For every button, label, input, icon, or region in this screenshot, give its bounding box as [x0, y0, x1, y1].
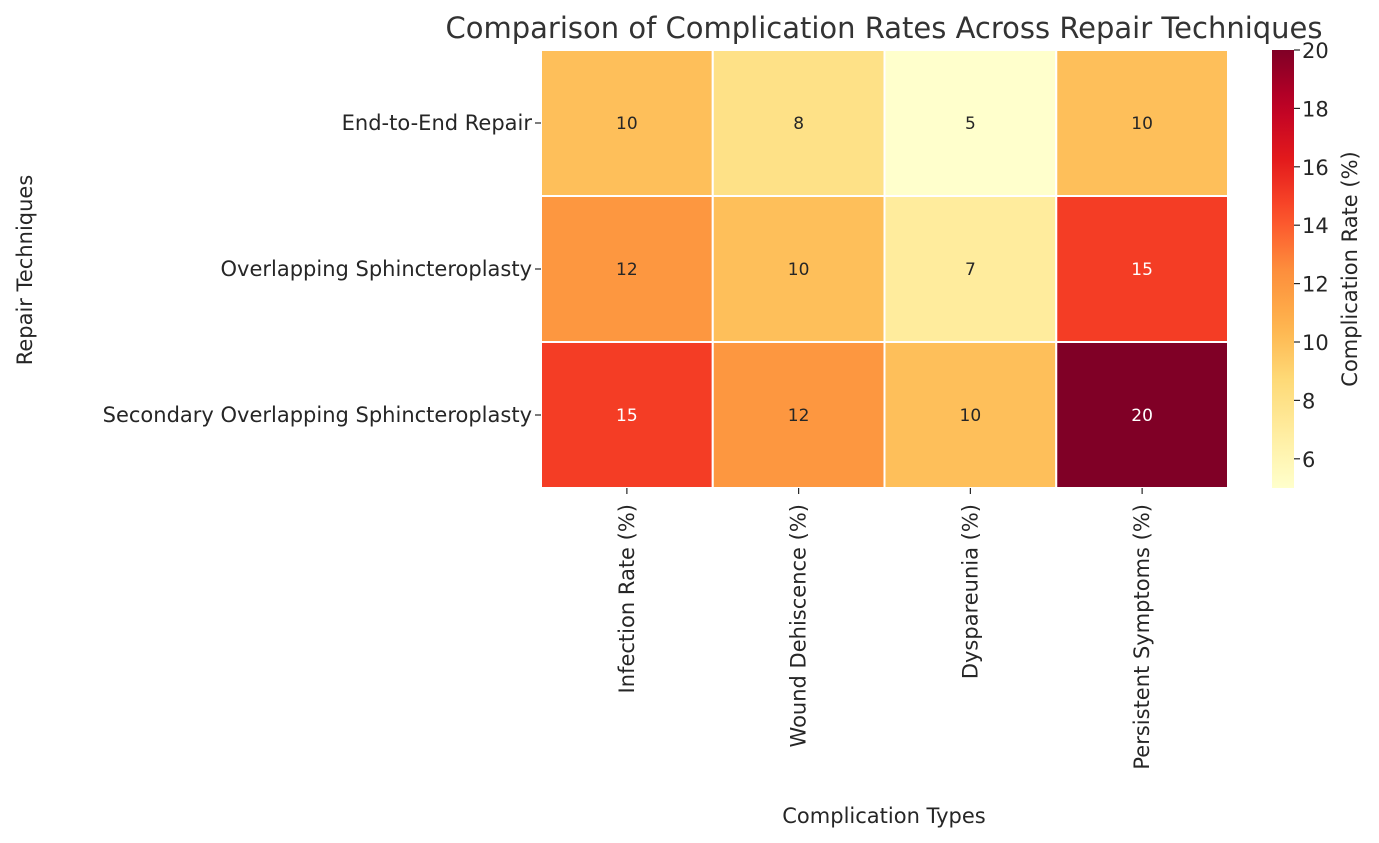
cell-value-label: 8 — [793, 114, 804, 134]
heatmap-cell — [1055, 341, 1229, 489]
heatmap-cell — [1055, 49, 1229, 197]
x-tick-label: Dyspareunia (%) — [958, 504, 982, 679]
colorbar-tick-label: 6 — [1302, 448, 1315, 472]
colorbar-tick-label: 14 — [1302, 214, 1329, 238]
cell-value-label: 12 — [616, 260, 638, 280]
colorbar-tick-label: 20 — [1302, 39, 1329, 63]
y-tick-label: Overlapping Sphincteroplasty — [221, 257, 533, 281]
heatmap-cell — [540, 195, 714, 343]
y-tick-label: Secondary Overlapping Sphincteroplasty — [103, 403, 532, 427]
x-axis-ticks: Infection Rate (%) Wound Dehiscence (%) Dy… — [615, 488, 1154, 770]
heatmap-cell — [883, 49, 1058, 197]
cell-value-label: 15 — [1131, 260, 1153, 280]
colorbar-tick-label: 16 — [1302, 156, 1329, 180]
cell-value-label: 10 — [960, 406, 982, 426]
colorbar-tick-label: 18 — [1302, 97, 1329, 121]
heatmap-cell — [711, 341, 886, 489]
cell-value-label: 12 — [788, 406, 810, 426]
cell-value-label: 10 — [1131, 114, 1153, 134]
colorbar-gradient — [1272, 50, 1294, 488]
colorbar-label: Complication Rate (%) — [1338, 151, 1362, 386]
colorbar-tick-label: 12 — [1302, 273, 1329, 297]
y-tick-label: End-to-End Repair — [342, 111, 533, 135]
colorbar: 6 8 10 12 14 16 18 20 — [1272, 39, 1329, 488]
heatmap-cell — [1055, 195, 1229, 343]
cell-value-label: 7 — [965, 260, 976, 280]
cell-value-label: 15 — [616, 406, 638, 426]
cell-value-label: 10 — [788, 260, 810, 280]
cell-value-label: 20 — [1131, 406, 1153, 426]
x-tick-label: Persistent Symptoms (%) — [1130, 504, 1154, 770]
x-tick-label: Infection Rate (%) — [615, 504, 639, 693]
heatmap-cell — [540, 49, 714, 197]
colorbar-tick-label: 8 — [1302, 389, 1315, 413]
y-axis-ticks: End-to-End Repair Overlapping Sphincterop… — [103, 111, 541, 427]
heatmap-cell — [711, 195, 886, 343]
chart-title: Comparison of Complication Rates Across … — [445, 11, 1322, 45]
cell-value-label: 5 — [965, 114, 976, 134]
y-axis-label: Repair Techniques — [13, 175, 37, 366]
colorbar-tick-label: 10 — [1302, 331, 1329, 355]
heatmap-cells: 10 8 5 10 12 10 7 15 15 12 10 20 — [540, 49, 1229, 489]
cell-value-label: 10 — [616, 114, 638, 134]
x-tick-label: Wound Dehiscence (%) — [787, 504, 811, 747]
x-axis-label: Complication Types — [782, 804, 985, 828]
heatmap-cell — [711, 49, 886, 197]
